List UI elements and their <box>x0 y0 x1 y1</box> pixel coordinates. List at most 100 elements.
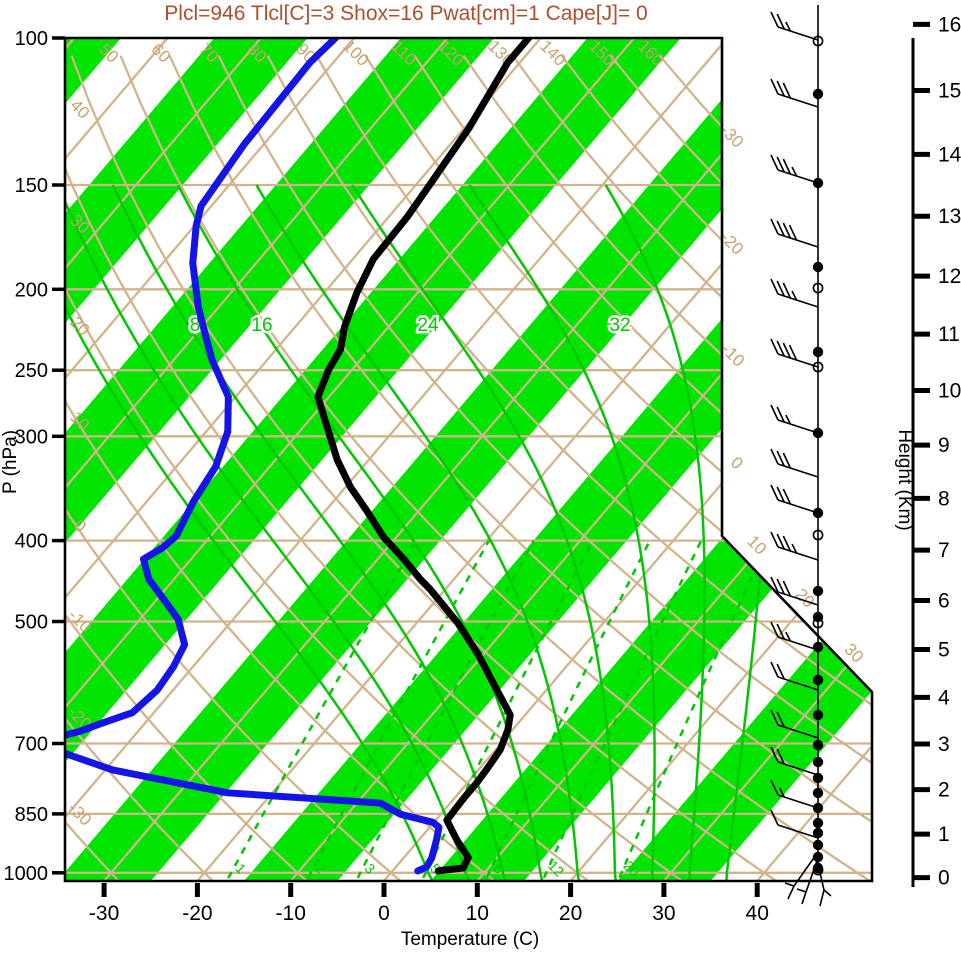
wind-level-dot <box>812 585 824 597</box>
mixing-ratio-line <box>479 540 651 881</box>
wind-barb <box>770 404 819 434</box>
dry-adiabat-line <box>413 55 872 881</box>
mixing-ratio-label: 1 <box>232 860 249 877</box>
surface-wind-barb-spur <box>796 888 807 893</box>
mixing-ratio-line <box>350 540 535 881</box>
height-tick-label: 14 <box>938 143 961 166</box>
wind-level-dot <box>812 827 824 839</box>
wind-level-dot <box>812 839 824 851</box>
temperature-axis: -30 -20 -10 0 10 20 30 40 Temperature (C) <box>89 883 769 950</box>
wind-barb <box>770 11 819 41</box>
wind-level-dot <box>812 787 824 799</box>
pressure-tick-label: 250 <box>15 360 48 382</box>
mixing-ratio-line <box>613 540 770 881</box>
chart-border <box>63 36 874 883</box>
dry-adiabat-line <box>315 55 872 881</box>
height-axis-title: Height (Km) <box>894 429 915 530</box>
wind-level-dot <box>812 709 824 721</box>
height-tick-label: 7 <box>938 539 950 562</box>
isotherm-line <box>65 38 356 881</box>
chart-title: Plcl=946 Tlcl[C]=3 Shox=16 Pwat[cm]=1 Ca… <box>164 2 648 25</box>
dewpoint-curve <box>65 38 443 875</box>
wind-level-open-dot <box>812 617 824 629</box>
height-tick-label: 0 <box>938 867 950 890</box>
wind-barb <box>770 661 819 691</box>
moist-adiabat-line <box>604 184 706 881</box>
temperature-tick-label: 0 <box>378 902 390 925</box>
dry-adiabat-line <box>65 55 413 881</box>
pressure-tick-label: 850 <box>15 804 48 826</box>
height-tick-label: 12 <box>938 265 961 288</box>
wind-barb <box>770 218 819 248</box>
height-tick-label: 6 <box>938 589 950 612</box>
temperature-tick-label: 30 <box>652 902 675 925</box>
wind-barb <box>770 531 819 561</box>
wind-level-dot <box>812 261 824 273</box>
pressure-tick-label: 400 <box>15 531 48 553</box>
temperature-tick-label: 10 <box>466 902 489 925</box>
temperature-curve <box>314 38 533 875</box>
dry-adiabat-line <box>65 55 602 881</box>
surface-wind-barb-spur <box>823 889 832 897</box>
wind-barb <box>770 809 819 839</box>
green-stripe <box>617 38 872 881</box>
wind-level-dot <box>812 507 824 519</box>
dry-adiabat-line <box>217 55 872 881</box>
green-shading <box>65 38 872 881</box>
isotherm-line <box>663 38 872 881</box>
temperature-tick-label: -10 <box>276 902 306 925</box>
pressure-axis: 100 150 200 250 300 400 500 700 850 1000 P (hPa) <box>0 28 65 885</box>
pressure-tick-label: 100 <box>15 28 48 50</box>
isotherm-edge-label: 10 <box>743 532 770 559</box>
dry-adiabat-line <box>70 55 791 881</box>
dry-adiabat-line <box>364 55 872 881</box>
moist-adiabat-label: 24 <box>417 315 439 336</box>
height-tick-label: 8 <box>938 487 950 510</box>
wind-level-dot <box>812 427 824 439</box>
mixing-ratio-line <box>537 540 703 881</box>
wind-level-dot <box>812 817 824 829</box>
wind-level-open-dot <box>812 282 824 294</box>
height-tick-label: 15 <box>938 80 961 103</box>
moist-adiabat-line <box>111 184 510 881</box>
dry-adiabat-top-label: 60 <box>147 40 174 67</box>
wind-level-open-dot <box>812 35 824 47</box>
pressure-tick-label: 200 <box>15 279 48 301</box>
wind-barb <box>770 576 819 606</box>
wind-barb <box>770 154 819 184</box>
wind-barb <box>770 709 819 739</box>
wind-level-dot <box>812 177 824 189</box>
moist-adiabat-label: 16 <box>251 315 272 336</box>
mixing-ratio-line <box>220 539 418 881</box>
wind-level-dot <box>812 641 824 653</box>
temperature-axis-title: Temperature (C) <box>401 929 539 950</box>
moist-adiabat-line <box>255 184 582 881</box>
moist-adiabat-label: 32 <box>609 315 630 336</box>
wind-barb <box>770 484 819 514</box>
dry-adiabat-line <box>65 55 224 881</box>
surface-wind-barb-spur <box>784 882 795 887</box>
height-tick-label: 5 <box>938 639 950 662</box>
dry-adiabat-top-label: 100 <box>339 36 372 69</box>
isotherm-line <box>65 38 635 881</box>
temperature-tick-label: 20 <box>559 902 582 925</box>
wind-barb <box>770 621 819 651</box>
height-tick-label: 3 <box>938 733 950 756</box>
wind-barb <box>770 746 819 776</box>
mixing-ratio-line <box>300 539 490 881</box>
temperature-tick-label: -20 <box>182 902 212 925</box>
wind-barb <box>770 78 819 108</box>
moist-adiabat-line <box>351 184 618 881</box>
moist-adiabat-line <box>468 184 656 881</box>
isotherm-line <box>65 38 262 881</box>
wind-barb <box>770 278 819 308</box>
height-tick-label: 4 <box>938 686 950 709</box>
wind-barb <box>770 448 819 478</box>
wind-level-dot <box>812 739 824 751</box>
dry-adiabat-line <box>65 55 129 881</box>
sounding-curves <box>65 38 533 875</box>
height-tick-label: 10 <box>938 379 961 402</box>
mixing-ratio-label: 12 <box>545 857 567 879</box>
height-tick-label: 9 <box>938 434 950 457</box>
